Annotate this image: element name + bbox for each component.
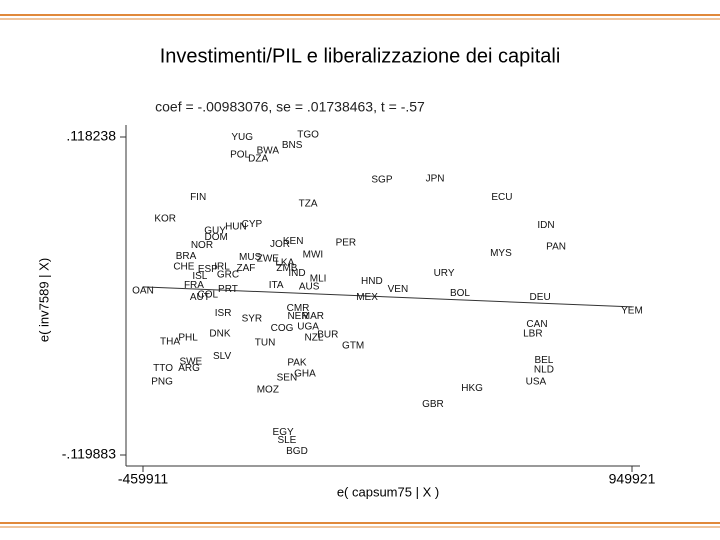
point-label: NLD [534,364,554,375]
point-label: DZA [248,153,268,164]
point-label: SLV [213,351,231,362]
point-label: GUY [204,225,226,236]
point-label: MOZ [257,384,279,395]
point-label: TTO [153,363,173,374]
point-label: BOL [450,288,470,299]
point-label: CAN [526,319,547,330]
point-label: MYS [490,248,512,259]
point-label: USA [526,376,547,387]
point-label: LBR [523,328,542,339]
point-label: JOR [270,239,290,250]
point-label: YEM [621,306,643,317]
point-label: BUR [317,330,338,341]
point-label: TGO [297,129,319,140]
point-label: DOM [204,232,227,243]
point-label: URY [434,268,455,279]
point-label: ZWE [257,253,280,264]
point-label: PAK [287,358,307,369]
point-label: KOR [154,213,176,224]
point-label: ECU [491,192,512,203]
point-label: PRT [218,284,238,295]
point-label: JPN [426,173,445,184]
point-label: GRC [217,270,239,281]
point-label: COG [271,323,294,334]
point-label: FIN [190,192,206,203]
fit-line [142,286,633,308]
point-label: PNG [151,376,173,387]
point-label: BWA [257,145,280,156]
point-label: TUN [255,338,276,349]
point-label: HND [361,276,383,287]
point-label: VEN [388,284,409,295]
point-label: AUS [299,282,320,293]
point-label: COL [198,290,219,301]
point-label: NZL [305,332,324,343]
annotation: coef = -.00983076, se = .01738463, t = -… [155,99,425,115]
point-label: DEU [530,292,551,303]
point-label: HUN [225,221,247,232]
point-label: YUG [231,132,253,143]
point-label: PAN [546,241,566,252]
x-axis-label: e( capsum75 | X ) [337,484,439,499]
point-label: CHE [173,261,194,272]
point-label: BGD [286,446,308,457]
point-label: IRL [214,261,230,272]
point-label: MAR [302,311,324,322]
point-label: BNS [282,140,303,151]
point-label: NER [287,311,308,322]
point-label: HKG [461,383,483,394]
y-tick-label: .118238 [66,128,116,144]
point-label: ISR [215,308,232,319]
x-tick-label: -459911 [118,471,169,487]
point-label: MWI [303,249,324,260]
x-tick-label: 949921 [609,471,656,487]
point-label: GBR [422,399,444,410]
point-label: TZA [299,199,318,210]
point-label: THA [160,336,180,347]
point-label: ESP [198,264,218,275]
point-label: BEL [534,355,553,366]
point-label: IDN [537,220,554,231]
slide-title: Investimenti/PIL e liberalizzazione dei … [160,45,561,67]
point-label: ITA [269,280,284,291]
point-label: KEN [283,236,304,247]
point-label: GTM [342,340,364,351]
point-label: PER [336,237,357,248]
point-label: NOR [191,240,213,251]
point-label: OAN [132,286,154,297]
y-tick-label: -.119883 [62,446,116,462]
point-label: MEX [356,292,378,303]
point-label: SGP [371,175,392,186]
point-label: GHA [294,368,316,379]
point-label: SEN [277,372,298,383]
point-label: ZAF [237,263,256,274]
y-axis-label: e( inv7589 | X) [36,258,51,342]
point-label: IND [288,268,305,279]
point-label: MLI [310,274,327,285]
point-label: FRA [184,280,204,291]
point-label: SLE [277,435,296,446]
point-label: UGA [297,322,319,333]
point-label: SWE [179,356,202,367]
point-label: LKA [275,257,294,268]
point-label: POL [230,149,250,160]
point-label: ISL [192,271,207,282]
point-label: CYP [242,219,263,230]
point-label: EGY [273,427,294,438]
point-label: PHL [178,332,198,343]
point-label: SYR [242,314,263,325]
point-label: MUS [239,252,262,263]
point-label: BRA [176,251,197,262]
point-label: ARG [178,363,200,374]
point-label: AUT [190,292,210,303]
point-label: DNK [209,328,230,339]
point-label: CMR [287,303,310,314]
point-label: ZMB [276,263,297,274]
